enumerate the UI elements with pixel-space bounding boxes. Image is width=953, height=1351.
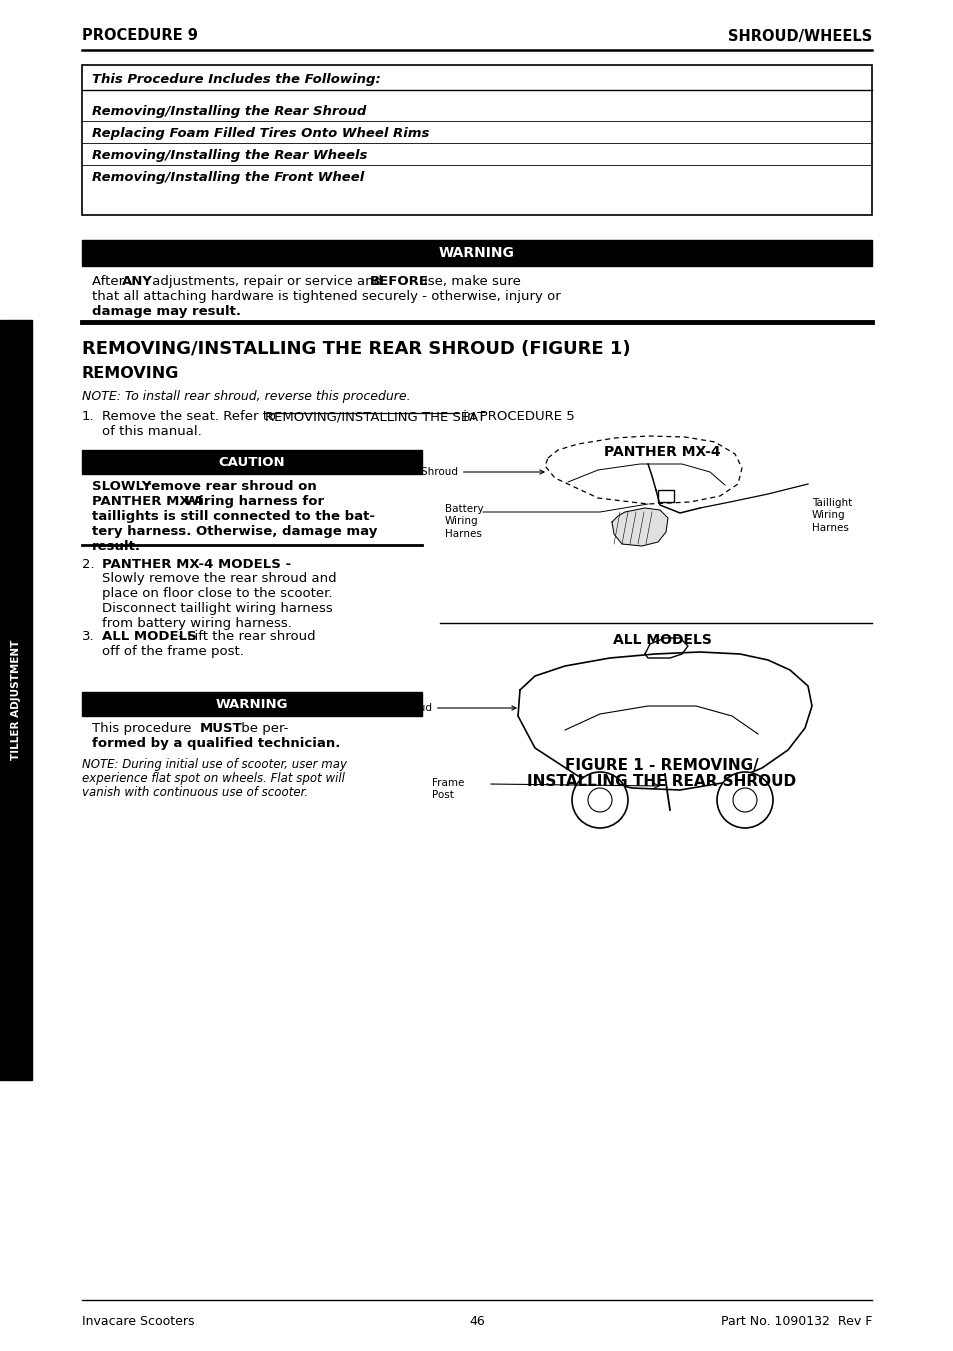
Text: BEFORE: BEFORE [370, 276, 429, 288]
Text: remove rear shroud on: remove rear shroud on [140, 480, 316, 493]
Text: adjustments, repair or service and: adjustments, repair or service and [148, 276, 386, 288]
Text: NOTE: To install rear shroud, reverse this procedure.: NOTE: To install rear shroud, reverse th… [82, 390, 410, 403]
Text: Slowly remove the rear shroud and: Slowly remove the rear shroud and [102, 571, 336, 585]
Text: place on floor close to the scooter.: place on floor close to the scooter. [102, 586, 333, 600]
Text: SHROUD/WHEELS: SHROUD/WHEELS [727, 28, 871, 43]
Text: 2.: 2. [82, 558, 94, 571]
Text: use, make sure: use, make sure [415, 276, 520, 288]
Text: Removing/Installing the Rear Shroud: Removing/Installing the Rear Shroud [91, 105, 366, 118]
Circle shape [732, 788, 757, 812]
Text: 1.: 1. [82, 409, 94, 423]
Text: FIGURE 1 - REMOVING/: FIGURE 1 - REMOVING/ [564, 758, 758, 773]
Text: of this manual.: of this manual. [102, 426, 201, 438]
Polygon shape [612, 508, 667, 546]
Text: ALL MODELS: ALL MODELS [102, 630, 196, 643]
Text: MUST: MUST [200, 721, 242, 735]
Text: After: After [91, 276, 129, 288]
Text: tery harness. Otherwise, damage may: tery harness. Otherwise, damage may [91, 526, 377, 538]
Bar [0, 320, 32, 1079]
Text: off of the frame post.: off of the frame post. [102, 644, 244, 658]
Text: that all attaching hardware is tightened securely - otherwise, injury or: that all attaching hardware is tightened… [91, 290, 560, 303]
Text: be per-: be per- [236, 721, 288, 735]
Circle shape [717, 771, 772, 828]
Text: ALL MODELS: ALL MODELS [612, 634, 711, 647]
Text: Remove the seat. Refer to: Remove the seat. Refer to [102, 409, 280, 423]
Text: Frame
Post: Frame Post [432, 778, 464, 800]
Text: CAUTION: CAUTION [218, 455, 285, 469]
Circle shape [587, 788, 612, 812]
Text: Battery
Wiring
Harnes: Battery Wiring Harnes [444, 504, 483, 539]
Bar [82, 450, 421, 474]
Text: Disconnect taillight wiring harness: Disconnect taillight wiring harness [102, 603, 333, 615]
Text: Taillight
Wiring
Harnes: Taillight Wiring Harnes [811, 499, 851, 532]
Text: PROCEDURE 9: PROCEDURE 9 [82, 28, 197, 43]
Bar [658, 490, 673, 503]
Bar [82, 692, 421, 716]
Text: 3.: 3. [82, 630, 94, 643]
Text: experience flat spot on wheels. Flat spot will: experience flat spot on wheels. Flat spo… [82, 771, 345, 785]
Text: Invacare Scooters: Invacare Scooters [82, 1315, 194, 1328]
Text: from battery wiring harness.: from battery wiring harness. [102, 617, 292, 630]
Text: vanish with continuous use of scooter.: vanish with continuous use of scooter. [82, 786, 308, 798]
Text: ANY: ANY [122, 276, 152, 288]
Text: in PROCEDURE 5: in PROCEDURE 5 [458, 409, 574, 423]
Text: WARNING: WARNING [215, 697, 288, 711]
Text: TILLER ADJUSTMENT: TILLER ADJUSTMENT [11, 640, 21, 761]
Text: result.: result. [91, 540, 141, 553]
Text: Rear Shroud: Rear Shroud [368, 703, 516, 713]
Text: Part No. 1090132  Rev F: Part No. 1090132 Rev F [720, 1315, 871, 1328]
Text: Replacing Foam Filled Tires Onto Wheel Rims: Replacing Foam Filled Tires Onto Wheel R… [91, 127, 429, 141]
Text: REMOVING/INSTALLING THE REAR SHROUD (FIGURE 1): REMOVING/INSTALLING THE REAR SHROUD (FIG… [82, 340, 630, 358]
Text: WARNING: WARNING [438, 246, 515, 259]
Text: This procedure: This procedure [91, 721, 195, 735]
Bar [82, 240, 871, 266]
Text: Removing/Installing the Rear Wheels: Removing/Installing the Rear Wheels [91, 149, 367, 162]
Text: PANTHER MX-4: PANTHER MX-4 [603, 444, 720, 459]
Text: damage may result.: damage may result. [91, 305, 241, 317]
Text: INSTALLING THE REAR SHROUD: INSTALLING THE REAR SHROUD [527, 774, 796, 789]
Text: Removing/Installing the Front Wheel: Removing/Installing the Front Wheel [91, 172, 364, 184]
Bar [82, 65, 871, 215]
Text: PANTHER MX-4 MODELS -: PANTHER MX-4 MODELS - [102, 558, 291, 571]
Circle shape [572, 771, 627, 828]
Text: formed by a qualified technician.: formed by a qualified technician. [91, 738, 340, 750]
Text: taillights is still connected to the bat-: taillights is still connected to the bat… [91, 509, 375, 523]
Text: Rear Shroud: Rear Shroud [394, 467, 543, 477]
Text: SLOWLY: SLOWLY [91, 480, 152, 493]
Text: Wiring harness for: Wiring harness for [180, 494, 324, 508]
Text: REMOVING/INSTALLING THE SEAT: REMOVING/INSTALLING THE SEAT [265, 409, 485, 423]
Text: PANTHER MX-4.: PANTHER MX-4. [91, 494, 209, 508]
Text: 46: 46 [469, 1315, 484, 1328]
Text: REMOVING: REMOVING [82, 366, 179, 381]
Text: This Procedure Includes the Following:: This Procedure Includes the Following: [91, 73, 380, 86]
Text: - Lift the rear shroud: - Lift the rear shroud [173, 630, 315, 643]
Text: NOTE: During initial use of scooter, user may: NOTE: During initial use of scooter, use… [82, 758, 347, 771]
